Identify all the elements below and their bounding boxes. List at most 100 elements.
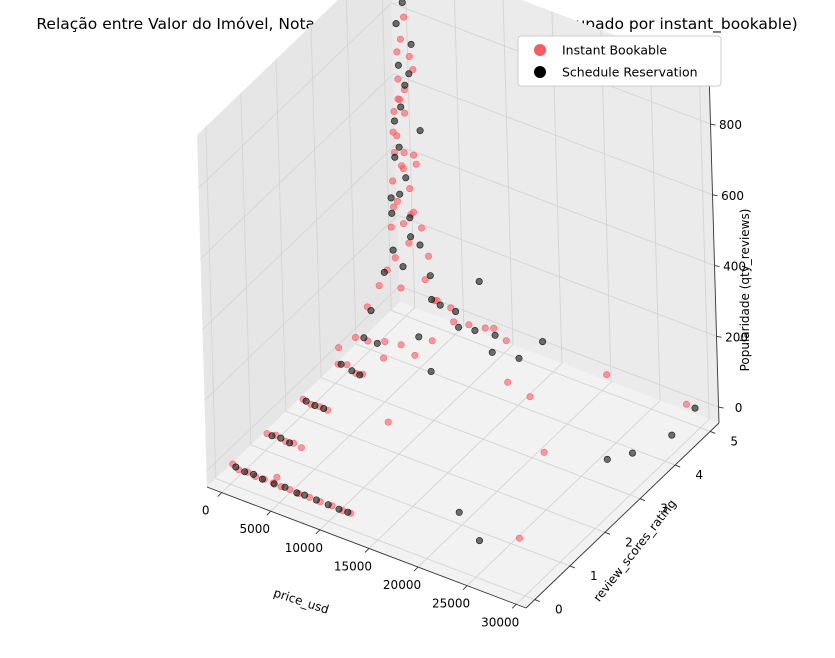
data-point [490,324,498,332]
data-point [406,185,414,193]
data-point [515,354,523,362]
x-tick-mark [413,566,419,572]
data-point [390,203,398,211]
data-point [395,143,403,151]
data-point [407,233,415,241]
legend-marker-instant-bookable [534,44,546,56]
z-gridline-side [198,2,392,189]
data-point [337,360,345,368]
z-tick-mark [718,406,724,409]
data-point [411,351,419,359]
data-point [400,149,408,157]
data-point [397,103,405,111]
y-tick-label: 3 [660,502,668,516]
x-tick-mark [217,492,223,497]
z-gridline-back [397,214,717,337]
side-pane [197,0,400,487]
data-point [389,128,397,136]
data-point [396,190,404,198]
x-tick-label: 5000 [240,522,271,536]
y-gridline-floor [285,410,606,533]
data-point [344,508,352,516]
data-point [405,239,413,247]
data-point [381,338,389,346]
data-point [367,307,375,315]
data-point [286,439,294,447]
z-gridline-side [200,73,394,260]
data-point [455,508,463,516]
data-point [281,483,289,491]
data-point [258,475,266,483]
x-tick-mark [462,585,468,590]
x-gridline-back [698,67,710,420]
data-point [400,13,408,21]
data-point [428,337,436,345]
z-tick-label: 0 [735,401,743,415]
data-points [229,0,699,545]
axis-lines [206,70,720,609]
y-tick-mark [710,430,716,434]
data-point [270,480,278,488]
data-point [302,397,310,405]
x-gridline-floor [270,325,465,512]
data-point [504,378,512,386]
data-point [399,263,407,271]
data-point [471,326,479,334]
data-point [392,20,400,28]
x-gridline-floor [221,307,416,493]
z-tick-mark [712,194,718,197]
z-gridline-side [204,215,398,401]
data-point [232,463,240,471]
data-point [405,52,413,60]
data-point [387,194,395,202]
y-tick-label: 1 [590,569,598,583]
floor-pane [207,302,719,608]
data-point [384,418,392,426]
x-tick-label: 0 [202,504,210,518]
data-point [402,174,410,182]
data-point [488,348,496,356]
data-point [375,282,383,290]
z-tick-mark [710,123,716,126]
legend-label-instant-bookable: Instant Bookable [562,43,667,58]
x-tick-mark [315,529,321,535]
data-point [241,468,249,476]
data-point [603,371,611,379]
data-point [603,455,611,463]
x-gridline-floor [319,344,514,531]
data-point [465,321,473,329]
y-gridline-floor [215,478,535,601]
legend-label-schedule-reservation: Schedule Reservation [562,65,698,80]
data-point [391,254,399,262]
data-point [277,434,285,442]
x-tick-label: 15000 [334,559,372,573]
x-gridline-floor [466,400,661,586]
data-point [421,276,429,284]
data-point [390,108,398,116]
legend-frame [517,35,722,87]
x-gridline-back [454,0,465,327]
data-point [380,268,388,276]
data-point [447,304,455,312]
data-point [394,75,402,83]
data-point [335,344,343,352]
z-gridline-back [393,73,713,196]
y-gridline-floor [250,444,571,567]
y-tick-mark [639,498,646,502]
y-gridline-floor [391,309,711,432]
data-point [475,537,483,545]
data-point [475,277,483,285]
data-point [406,214,414,222]
z-tick-label: 800 [719,118,742,132]
y-gridline-side [310,25,322,378]
y-gridline-side [275,59,287,412]
legend: Instant Bookable Schedule Reservation [517,35,722,87]
x-gridline-back [600,30,612,383]
y-gridline-floor [355,343,676,466]
axes-panes [197,0,719,608]
data-point [312,496,320,504]
axis-ticks: 0 5000 10000 15000 20000 25000 30000 0 1 2 3 4 5 0 200… [202,118,748,629]
data-point [348,367,356,375]
data-point [397,341,405,349]
data-point [379,354,387,362]
